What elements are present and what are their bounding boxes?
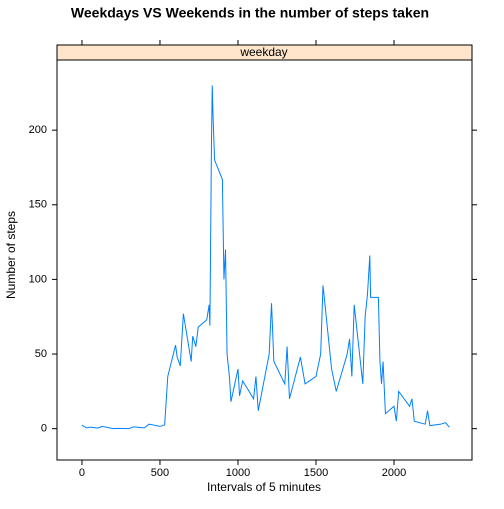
x-tick-label: 500	[151, 467, 169, 479]
y-tick-label: 0	[41, 423, 47, 435]
y-tick-label: 150	[29, 199, 47, 211]
panel	[56, 59, 473, 461]
chart-title: Weekdays VS Weekends in the number of st…	[71, 5, 429, 21]
x-tick-label: 1500	[304, 467, 328, 479]
x-axis-label: Intervals of 5 minutes	[207, 480, 321, 494]
y-axis-label: Number of steps	[4, 211, 18, 299]
x-tick-label: 1000	[226, 467, 250, 479]
data-line	[81, 85, 450, 430]
y-tick-label: 100	[29, 273, 47, 285]
y-tick-label: 200	[29, 124, 47, 136]
strip-label: weekday	[239, 45, 287, 59]
y-tick-label: 50	[35, 348, 47, 360]
x-tick-label: 0	[79, 467, 85, 479]
x-tick-label: 2000	[382, 467, 406, 479]
